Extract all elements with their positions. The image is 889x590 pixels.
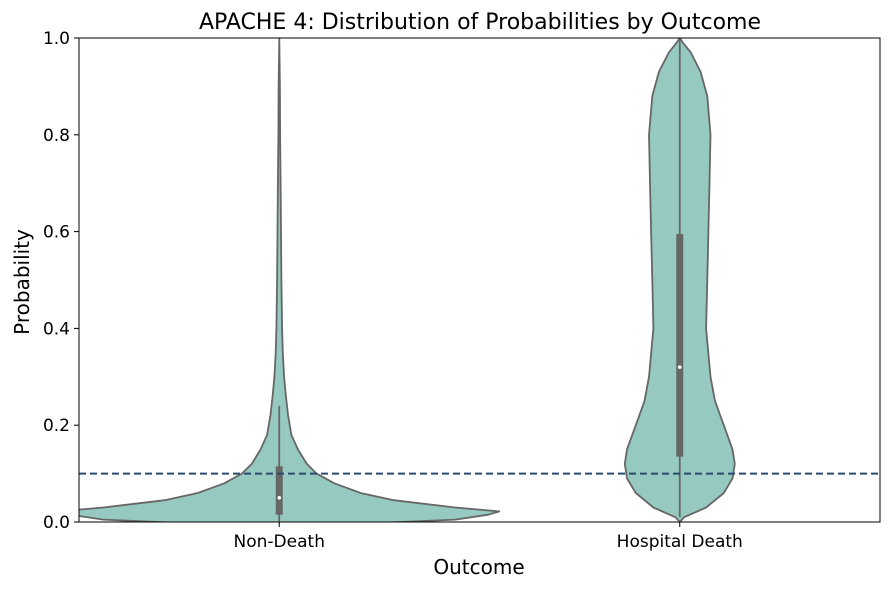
y-tick-label: 0.6 [43,223,70,243]
x-tick-label: Hospital Death [617,532,743,552]
axes-frame [78,37,881,523]
y-axis-label: Probability [10,229,34,335]
violin-non-death [79,38,501,522]
y-tick-label: 0.4 [43,319,70,339]
y-tick-label: 0.2 [43,416,70,436]
x-axis-label: Outcome [433,555,524,579]
violin-body [79,38,501,522]
y-tick-label: 0.0 [43,513,70,533]
violin-iqr-box [275,466,283,515]
x-tick-label: Non-Death [234,532,325,552]
violin-median-dot [677,365,682,369]
violin-median-dot [277,496,282,500]
violin-hospital-death [623,38,736,522]
violins-layer [79,38,736,522]
plot-area: 0.0 0.2 0.4 0.6 0.8 1.0 Non-Death Hospital Deat… [43,29,881,552]
chart-title: APACHE 4: Distribution of Probabilities … [199,10,761,35]
y-tick-label: 0.8 [43,126,70,146]
violin-iqr-box [676,234,684,457]
y-tick-label: 1.0 [43,29,70,49]
